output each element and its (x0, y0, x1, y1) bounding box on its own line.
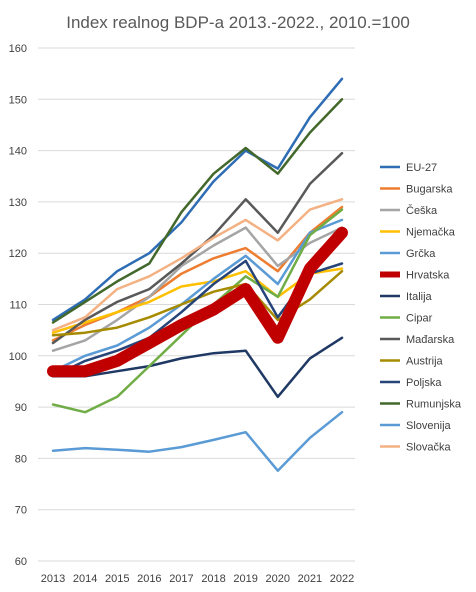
x-axis-ticks: 2013 2014 2015 2016 2017 2018 2019 2020 2021 2022 (41, 573, 354, 585)
chart-title: Index realnog BDP-a 2013.-2022., 2010.=1… (66, 13, 410, 32)
y-tick-label: 90 (15, 402, 27, 414)
legend-label: Italija (406, 291, 433, 303)
y-tick-label: 70 (15, 505, 27, 517)
x-tick-label: 2014 (73, 573, 97, 585)
x-tick-label: 2015 (105, 573, 129, 585)
y-tick-label: 150 (9, 94, 27, 106)
y-tick-label: 110 (9, 300, 27, 312)
series-line-njemačka (51, 267, 344, 334)
y-tick-label: 140 (9, 146, 27, 158)
legend-label: Grčka (406, 248, 436, 260)
x-tick-label: 2022 (330, 573, 354, 585)
y-axis-ticks: 60 70 80 90 100 110 120 130 140 150 160 (9, 43, 27, 568)
x-tick-label: 2017 (169, 573, 193, 585)
y-tick-label: 60 (15, 556, 27, 568)
legend-label: Slovenija (406, 420, 452, 432)
series-line-grčka (51, 218, 344, 373)
series-line-slovenija (51, 410, 344, 472)
legend-label: Slovačka (406, 442, 452, 454)
y-tick-label: 80 (15, 453, 27, 465)
series-lines (47, 77, 348, 472)
legend-label: Poljska (406, 377, 442, 389)
legend-label: Bugarska (406, 184, 453, 196)
x-tick-label: 2019 (233, 573, 257, 585)
y-tick-label: 100 (9, 351, 27, 363)
series-line-hrvatska (47, 226, 348, 378)
x-tick-label: 2018 (201, 573, 225, 585)
legend-label: Hrvatska (406, 270, 450, 282)
x-tick-label: 2020 (266, 573, 290, 585)
legend-label: Rumunjska (406, 399, 462, 411)
y-tick-label: 120 (9, 248, 27, 260)
gridlines (38, 47, 355, 562)
legend-label: Austrija (406, 356, 444, 368)
series-line-slovačka (51, 198, 344, 332)
series-line-italija (51, 336, 344, 399)
x-tick-label: 2016 (137, 573, 161, 585)
legend: EU-27 Bugarska Češka Njemačka Grčka Hrvatska I… (380, 162, 462, 454)
legend-label: Cipar (406, 313, 433, 325)
series-line-eu-27 (51, 77, 344, 322)
x-tick-label: 2013 (41, 573, 65, 585)
legend-label: Češka (406, 204, 438, 217)
y-tick-label: 160 (9, 43, 27, 55)
x-tick-label: 2021 (298, 573, 322, 585)
legend-label: Njemačka (406, 227, 456, 239)
legend-label: EU-27 (406, 162, 437, 174)
series-line-rumunjska (51, 98, 344, 324)
legend-label: Mađarska (406, 334, 455, 346)
y-tick-label: 130 (9, 197, 27, 209)
